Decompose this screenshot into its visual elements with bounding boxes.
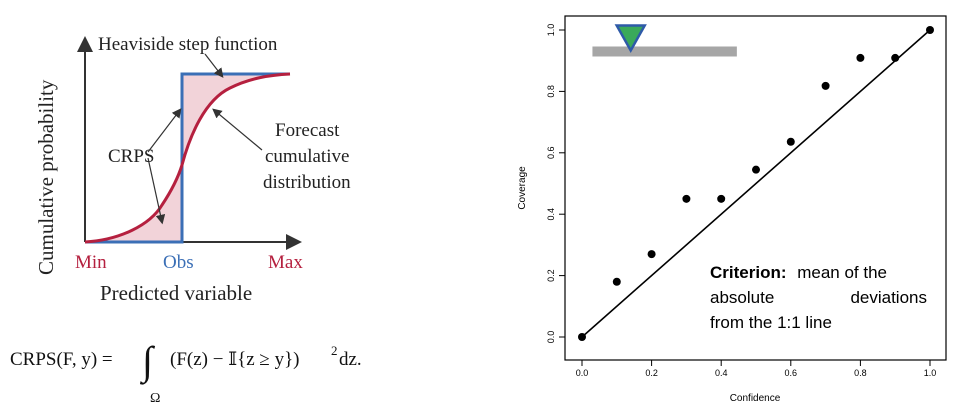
data-point xyxy=(926,26,934,34)
forecast-label-line-2: cumulative xyxy=(265,146,349,167)
tick-min-label: Min xyxy=(75,252,107,273)
x-tick-label: 1.0 xyxy=(924,368,937,378)
x-tick-label: 0.2 xyxy=(645,368,658,378)
indicator-bar xyxy=(592,46,737,57)
crps-formula: CRPS(F, y) = ∫ Ω (F(z) − 𝕀{z ≥ y}) 2 dz. xyxy=(10,338,362,406)
criterion-bold: Criterion: xyxy=(710,263,787,282)
formula-domain: Ω xyxy=(150,391,160,406)
y-tick-label: 0.6 xyxy=(546,147,556,160)
plot-frame xyxy=(564,15,947,361)
y-axis-label: Cumulative probability xyxy=(34,79,58,275)
data-point xyxy=(821,81,830,90)
data-point xyxy=(647,250,656,259)
formula-exponent: 2 xyxy=(331,343,338,358)
forecast-label-line-3: distribution xyxy=(263,172,351,193)
y-tick-label: 0.0 xyxy=(546,331,556,344)
criterion-line-3: from the 1:1 line xyxy=(710,313,832,332)
x-tick-label: 0.8 xyxy=(854,368,867,378)
criterion-text-1: mean of the xyxy=(797,263,887,282)
data-point xyxy=(682,194,691,203)
criterion-line-2b: deviations xyxy=(850,288,927,307)
data-point xyxy=(856,53,865,62)
formula-differential: dz. xyxy=(339,349,362,370)
one-to-one-line xyxy=(581,29,931,338)
data-point xyxy=(612,277,621,286)
heaviside-pointer xyxy=(204,53,224,78)
heaviside-label: Heaviside step function xyxy=(98,34,278,55)
data-point xyxy=(578,333,586,341)
coverage-chart: 0.0 0.2 0.4 0.6 0.8 1.0 0.0 0.2 0.4 0.6 0.8 1.0 Con… xyxy=(517,15,947,404)
data-point xyxy=(752,165,760,174)
formula-integrand: (F(z) − 𝕀{z ≥ y}) xyxy=(170,349,300,370)
data-point xyxy=(786,137,795,146)
x-tick-label: 0.6 xyxy=(785,368,798,378)
y-tick-label: 0.2 xyxy=(546,269,556,282)
forecast-pointer xyxy=(212,108,263,151)
x-tick-label: 0.0 xyxy=(576,368,589,378)
formula-lhs: CRPS(F, y) = xyxy=(10,349,113,370)
integral-sign: ∫ xyxy=(139,338,156,385)
y-tick-label: 1.0 xyxy=(546,24,556,37)
crps-pointer-upper xyxy=(147,108,182,153)
x-tick-label: 0.4 xyxy=(715,368,728,378)
y-axis-title: Coverage xyxy=(517,166,528,210)
tick-obs-label: Obs xyxy=(163,252,194,273)
data-points xyxy=(578,26,934,341)
indicator-triangle-marker xyxy=(614,24,647,54)
forecast-cdf-curve xyxy=(84,72,291,244)
axes: 0.0 0.2 0.4 0.6 0.8 1.0 0.0 0.2 0.4 0.6 0.8 1.0 xyxy=(546,24,936,378)
crps-label: CRPS xyxy=(108,146,154,167)
criterion-line-1: Criterion: mean of the xyxy=(710,263,887,282)
heaviside-step-line xyxy=(85,72,290,244)
x-axis-label: Predicted variable xyxy=(100,281,252,305)
crps-diagram: Heaviside step function Cumulative proba… xyxy=(10,34,362,406)
forecast-label-line-1: Forecast xyxy=(275,120,340,141)
criterion-annotation: Criterion: mean of the absolute deviatio… xyxy=(710,263,927,332)
data-point xyxy=(891,53,900,62)
crps-pointer-lower xyxy=(147,157,166,225)
data-point xyxy=(717,194,726,203)
y-tick-label: 0.8 xyxy=(546,85,556,98)
tick-max-label: Max xyxy=(268,252,303,273)
crps-shaded-area-right xyxy=(182,74,290,165)
x-axis-title: Confidence xyxy=(730,393,781,404)
criterion-line-2a: absolute xyxy=(710,288,774,307)
y-tick-label: 0.4 xyxy=(546,208,556,221)
